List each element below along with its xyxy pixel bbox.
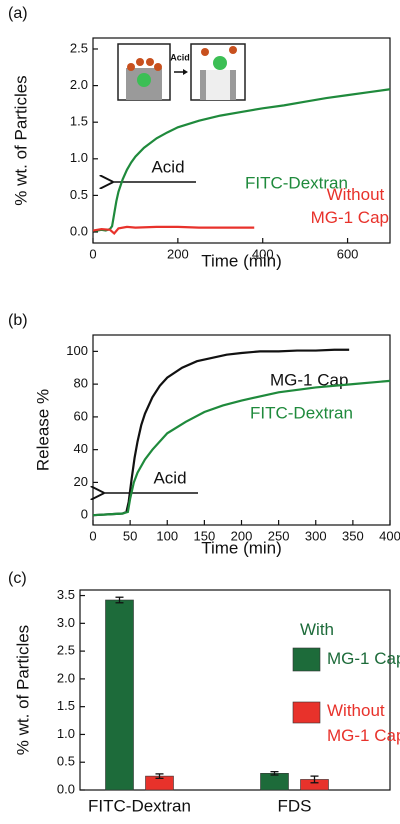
series-label: FITC-Dextran [250, 403, 353, 422]
y-tick-label: 0.0 [70, 223, 88, 238]
error-bar [115, 596, 124, 604]
y-tick-label: 100 [66, 343, 88, 358]
x-tick-label: 250 [268, 528, 290, 543]
y-tick-label: 0 [81, 507, 88, 522]
panel-label: (a) [8, 5, 28, 22]
x-tick-label: 200 [231, 528, 253, 543]
y-tick-label: 1.5 [57, 698, 75, 713]
annotation: Acid [153, 468, 186, 487]
x-tick-label: 0 [89, 246, 96, 261]
x-tick-label: 200 [167, 246, 189, 261]
x-axis-title: Time (min) [201, 538, 282, 557]
data-line [92, 225, 255, 236]
error-bar [155, 773, 164, 779]
y-tick-label: 3.0 [57, 615, 75, 630]
error-bar [310, 775, 319, 784]
y-tick-label: 0.5 [57, 754, 75, 769]
y-tick-label: 3.5 [57, 587, 75, 602]
series-label: With MG-1 Cap [300, 620, 400, 668]
series-label: FITC-Dextran [245, 173, 348, 192]
y-tick-label: 1.0 [57, 726, 75, 741]
y-tick-label: 80 [74, 376, 88, 391]
y-tick-label: 1.0 [70, 150, 88, 165]
x-tick-label: 150 [194, 528, 216, 543]
x-tick-label: 300 [305, 528, 327, 543]
x-tick-label: 50 [123, 528, 137, 543]
inset-arrowhead [183, 69, 188, 75]
y-tick-label: 1.5 [70, 114, 88, 129]
y-tick-label: 0.0 [57, 781, 75, 796]
legend-swatch [292, 647, 321, 672]
y-axis-title: % wt. of Particles [11, 75, 30, 205]
x-tick-label: 400 [379, 528, 400, 543]
y-tick-label: 2.0 [57, 670, 75, 685]
x-tick-label: FDS [278, 796, 312, 815]
data-line [92, 379, 391, 517]
y-tick-label: 0.5 [70, 187, 88, 202]
series-label: MG-1 Cap [270, 370, 348, 389]
series-label: Without MG-1 Cap [311, 185, 389, 227]
y-axis-title: % wt. of Particles [13, 625, 32, 755]
y-tick-label: 40 [74, 441, 88, 456]
x-tick-label: FITC-Dextran [88, 796, 191, 815]
plot-frame [92, 37, 391, 244]
legend-swatch [292, 701, 321, 724]
panel-label: (b) [8, 312, 28, 329]
plot-frame [79, 589, 391, 791]
plot-frame [92, 334, 391, 526]
x-tick-label: 400 [252, 246, 274, 261]
bar [260, 773, 289, 791]
y-tick-label: 2.5 [57, 643, 75, 658]
series-label: Without MG-1 Cap [327, 701, 400, 745]
y-tick-label: 2.0 [70, 77, 88, 92]
y-tick-label: 20 [74, 474, 88, 489]
x-tick-label: 100 [156, 528, 178, 543]
annotation: Acid [151, 157, 184, 176]
x-tick-label: 0 [89, 528, 96, 543]
y-axis-title: Release % [33, 389, 52, 471]
inset-schematic [117, 43, 246, 101]
inset-label: Acid [170, 52, 190, 62]
error-bar [270, 771, 279, 776]
bar [105, 599, 134, 791]
y-tick-label: 60 [74, 408, 88, 423]
x-tick-label: 600 [337, 246, 359, 261]
data-line [93, 88, 391, 232]
y-tick-label: 2.5 [70, 40, 88, 55]
panel-label: (c) [8, 570, 27, 587]
x-axis-title: Time (min) [201, 251, 282, 270]
x-tick-label: 350 [342, 528, 364, 543]
